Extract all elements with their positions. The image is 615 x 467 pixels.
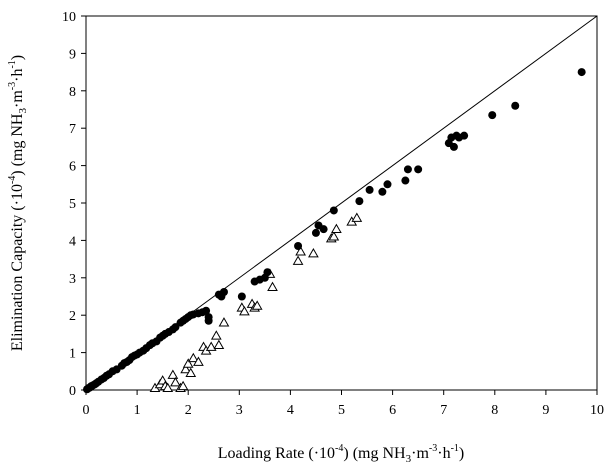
data-point-circle: [460, 131, 469, 140]
data-point-triangle: [162, 382, 174, 393]
data-point-triangle: [308, 247, 319, 258]
y-tick-label: 3: [69, 272, 76, 287]
data-point-triangle: [218, 317, 230, 327]
data-point-triangle: [193, 356, 204, 366]
x-tick-label: 4: [287, 403, 294, 418]
x-tick-label: 0: [83, 403, 90, 418]
data-point-triangle: [295, 246, 306, 256]
data-point-circle: [378, 187, 387, 196]
data-point-triangle: [187, 352, 199, 363]
data-point-triangle: [328, 231, 340, 241]
data-point-triangle: [180, 363, 192, 374]
data-point-triangle: [205, 341, 217, 351]
data-point-circle: [311, 228, 320, 237]
data-point-circle: [263, 268, 272, 277]
data-point-triangle: [351, 212, 363, 222]
x-tick-label: 10: [590, 403, 604, 418]
y-tick-label: 9: [69, 47, 76, 62]
y-tick-label: 6: [69, 160, 76, 175]
y-axis-label: Elimination Capacity (·10-4) (mg NH3·m-3…: [7, 55, 29, 351]
series-open-triangles: [149, 212, 363, 393]
data-point-triangle: [267, 281, 278, 292]
data-point-circle: [329, 206, 338, 215]
data-point-circle: [414, 165, 423, 174]
x-tick-label: 2: [185, 403, 192, 418]
data-point-circle: [219, 288, 228, 297]
y-tick-label: 10: [62, 10, 76, 25]
y-tick-label: 4: [69, 234, 76, 249]
data-point-circle: [511, 101, 520, 110]
data-point-circle: [401, 176, 410, 185]
data-point-circle: [577, 68, 586, 77]
y-tick-label: 5: [69, 197, 76, 212]
x-tick-label: 6: [389, 403, 396, 418]
data-point-triangle: [292, 255, 304, 265]
tick-labels: 0 1 2 3 4 5 6 7 8 9 10 0 1 2 3 4 5 6 7 8 9 10: [62, 10, 604, 418]
y-tick-label: 2: [69, 309, 76, 324]
x-tick-label: 3: [236, 403, 243, 418]
y-tick-label: 8: [69, 85, 76, 100]
data-point-triangle: [331, 223, 342, 234]
x-tick-label: 9: [542, 403, 549, 418]
data-point-triangle: [177, 380, 189, 391]
data-point-triangle: [170, 377, 181, 387]
data-point-circle: [449, 142, 458, 151]
data-point-circle: [319, 225, 328, 234]
x-tick-label: 8: [491, 403, 498, 418]
data-point-triangle: [185, 367, 197, 378]
data-point-triangle: [251, 300, 263, 310]
data-point-triangle: [210, 330, 222, 340]
data-point-circle: [202, 306, 211, 315]
data-point-circle: [488, 111, 497, 120]
data-point-triangle: [167, 369, 179, 379]
data-point-triangle: [213, 339, 225, 349]
axis-ticks: [81, 15, 598, 395]
data-point-circle: [237, 292, 246, 301]
data-point-circle: [355, 197, 364, 206]
data-point-circle: [383, 180, 392, 189]
y-tick-label: 7: [69, 122, 76, 137]
x-tick-label: 7: [440, 403, 447, 418]
data-point-circle: [204, 316, 213, 325]
data-point-circle: [294, 242, 303, 251]
x-axis-label: Loading Rate (·10-4) (mg NH3·m-3·h-1): [218, 443, 464, 465]
series-filled-circles: [83, 68, 586, 394]
x-tick-label: 5: [338, 403, 345, 418]
data-point-circle: [365, 185, 374, 194]
y-tick-label: 1: [69, 347, 76, 362]
x-tick-label: 1: [134, 403, 141, 418]
data-point-circle: [403, 165, 412, 174]
data-point-triangle: [182, 358, 194, 368]
y-tick-label: 0: [69, 384, 76, 399]
data-point-triangle: [239, 305, 250, 316]
